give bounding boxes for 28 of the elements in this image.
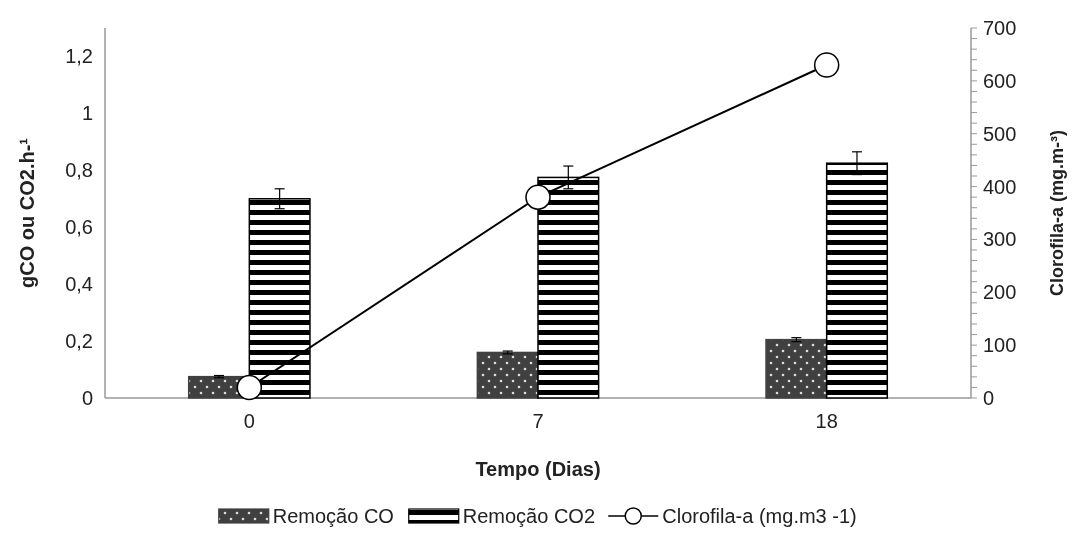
y-tick-label: 0,4 [65, 273, 93, 296]
y-tick-label: 1 [81, 102, 93, 125]
y2-tick-label: 200 [983, 281, 1017, 304]
y-tick-label: 0,8 [65, 159, 93, 182]
y2-axis-title: Clorofila-a (mg.m-³) [1047, 130, 1067, 296]
y2-tick-label: 500 [983, 122, 1017, 145]
y-tick-label: 1,2 [65, 45, 93, 68]
y-tick-label: 0,2 [65, 330, 93, 353]
bar [476, 351, 539, 399]
x-axis-title: Tempo (Dias) [475, 458, 601, 480]
y2-tick-label: 100 [983, 334, 1017, 357]
x-tick-label: 7 [532, 410, 544, 432]
legend-label: Remoção CO [272, 505, 394, 527]
y-axis-title: gCO ou CO2.h-¹ [16, 137, 38, 288]
y2-tick-label: 600 [983, 69, 1017, 92]
point [525, 184, 551, 210]
y-tick-label: 0,6 [65, 216, 93, 239]
y2-tick-label: 0 [983, 387, 995, 409]
bar [765, 338, 828, 399]
legend-label: Clorofila-a (mg.m3 -1) [662, 505, 857, 527]
y2-tick-label: 300 [983, 228, 1017, 251]
y-tick-label: 0 [81, 387, 93, 409]
y2-tick-label: 700 [983, 17, 1017, 39]
point [236, 374, 263, 401]
y2-tick-label: 400 [983, 175, 1017, 198]
legend-label: Remoção CO2 [462, 505, 596, 527]
x-tick-label: 18 [815, 410, 838, 432]
x-tick-label: 0 [243, 410, 255, 432]
